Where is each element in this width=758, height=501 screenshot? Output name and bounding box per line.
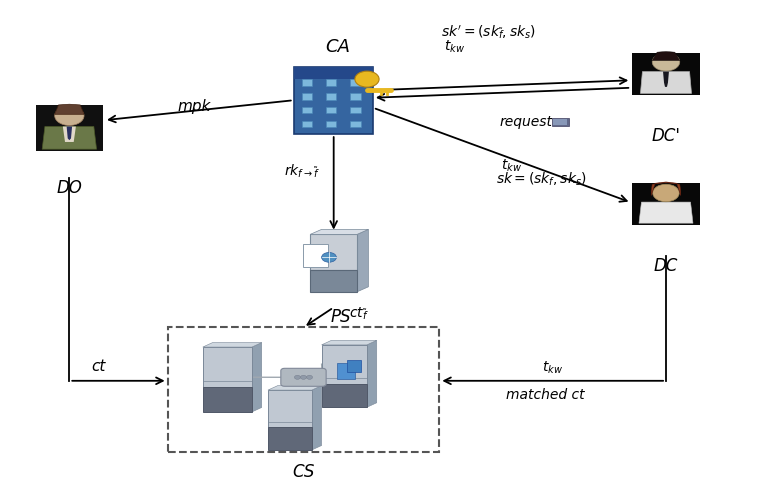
Polygon shape bbox=[203, 343, 262, 347]
Text: $rk_{f \rightarrow \tilde{f}}$: $rk_{f \rightarrow \tilde{f}}$ bbox=[284, 162, 320, 179]
Bar bbox=[302, 122, 312, 128]
Text: $t_{kw}$: $t_{kw}$ bbox=[444, 39, 465, 55]
Bar bbox=[631, 184, 700, 225]
FancyBboxPatch shape bbox=[268, 427, 312, 450]
Polygon shape bbox=[268, 386, 321, 390]
FancyBboxPatch shape bbox=[321, 384, 367, 407]
Circle shape bbox=[294, 376, 300, 380]
Text: mpk: mpk bbox=[177, 99, 211, 114]
Text: DC': DC' bbox=[651, 127, 681, 145]
Circle shape bbox=[300, 376, 306, 380]
Bar bbox=[326, 122, 337, 128]
Circle shape bbox=[652, 54, 680, 72]
Bar bbox=[168, 328, 440, 452]
Circle shape bbox=[55, 107, 84, 126]
Polygon shape bbox=[367, 341, 377, 407]
Bar bbox=[631, 54, 700, 96]
Bar bbox=[346, 360, 361, 373]
FancyBboxPatch shape bbox=[321, 345, 367, 384]
Text: PS: PS bbox=[331, 308, 352, 326]
Text: $sk' = (sk_{\tilde{f}}, sk_s)$: $sk' = (sk_{\tilde{f}}, sk_s)$ bbox=[441, 24, 536, 41]
Polygon shape bbox=[310, 230, 368, 235]
Text: DO: DO bbox=[56, 179, 83, 197]
Circle shape bbox=[306, 376, 312, 380]
Text: $t_{kw}$: $t_{kw}$ bbox=[501, 157, 522, 173]
Bar bbox=[350, 122, 361, 128]
Text: matched ct: matched ct bbox=[506, 387, 584, 401]
Text: ct: ct bbox=[91, 359, 105, 374]
Text: CS: CS bbox=[293, 462, 315, 480]
Polygon shape bbox=[639, 203, 693, 224]
Polygon shape bbox=[67, 127, 72, 141]
Polygon shape bbox=[312, 386, 321, 450]
Bar bbox=[302, 244, 328, 267]
Bar bbox=[326, 80, 337, 87]
Polygon shape bbox=[55, 105, 84, 115]
Bar bbox=[294, 68, 374, 135]
Bar bbox=[337, 363, 355, 379]
Circle shape bbox=[355, 72, 379, 88]
Bar bbox=[302, 80, 312, 87]
FancyBboxPatch shape bbox=[268, 390, 312, 427]
Polygon shape bbox=[652, 53, 680, 62]
Polygon shape bbox=[357, 230, 368, 292]
Text: $t_{kw}$: $t_{kw}$ bbox=[542, 359, 563, 375]
FancyBboxPatch shape bbox=[203, 387, 252, 412]
Bar bbox=[326, 94, 337, 100]
Polygon shape bbox=[663, 73, 669, 88]
Polygon shape bbox=[641, 73, 691, 94]
Polygon shape bbox=[42, 127, 96, 150]
Bar bbox=[294, 68, 374, 80]
Text: $ct_{\tilde{f}}$: $ct_{\tilde{f}}$ bbox=[349, 305, 368, 321]
Polygon shape bbox=[252, 343, 262, 412]
Bar bbox=[302, 108, 312, 114]
Bar bbox=[350, 80, 361, 87]
Bar bbox=[326, 108, 337, 114]
Circle shape bbox=[321, 253, 337, 263]
Circle shape bbox=[653, 185, 679, 202]
Bar bbox=[350, 94, 361, 100]
Polygon shape bbox=[63, 127, 76, 143]
Text: DC: DC bbox=[654, 257, 678, 275]
FancyBboxPatch shape bbox=[203, 347, 252, 387]
Bar bbox=[552, 118, 568, 126]
Bar bbox=[350, 108, 361, 114]
Text: CA: CA bbox=[325, 38, 350, 56]
Bar bbox=[36, 106, 103, 152]
Bar bbox=[302, 94, 312, 100]
Bar bbox=[553, 119, 567, 125]
FancyBboxPatch shape bbox=[310, 271, 357, 292]
Text: request: request bbox=[500, 115, 553, 129]
FancyBboxPatch shape bbox=[310, 235, 357, 271]
FancyBboxPatch shape bbox=[280, 369, 326, 386]
Polygon shape bbox=[321, 341, 377, 345]
Text: $sk = (sk_f, sk_s)$: $sk = (sk_f, sk_s)$ bbox=[496, 170, 587, 187]
Polygon shape bbox=[651, 182, 681, 196]
